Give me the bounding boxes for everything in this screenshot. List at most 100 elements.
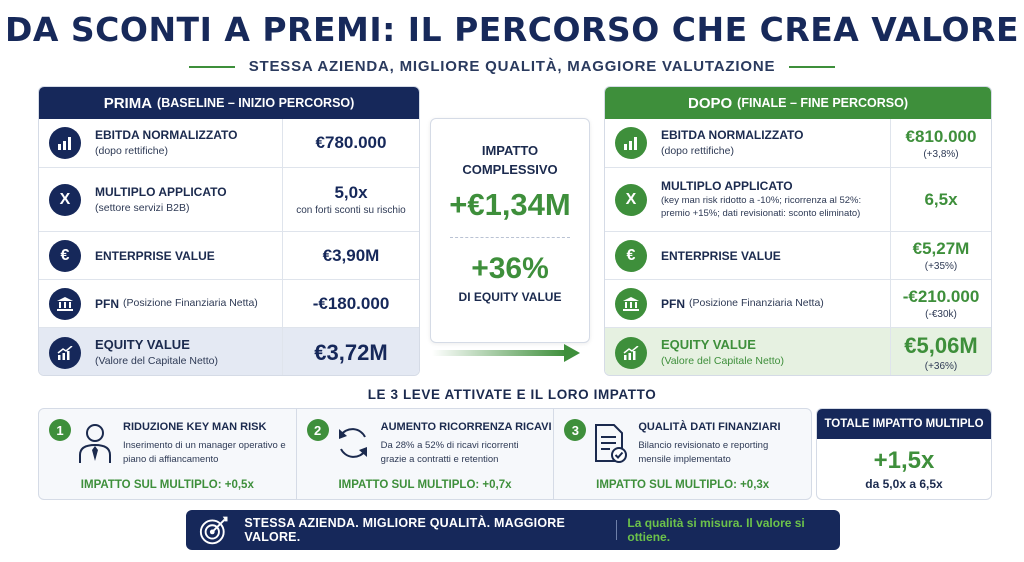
row-value: €3,72M bbox=[314, 339, 388, 365]
row-sublabel: (Valore del Capitale Netto) bbox=[95, 355, 218, 367]
before-panel: PRIMA (BASELINE – INIZIO PERCORSO) EBITD… bbox=[38, 86, 420, 376]
row-value-note: (+3,8%) bbox=[923, 148, 959, 160]
lever-title: QUALITÀ DATI FINANZIARI bbox=[638, 421, 781, 433]
footer-banner: STESSA AZIENDA. MIGLIORE QUALITÀ. MAGGIO… bbox=[186, 510, 840, 550]
impact-title: IMPATTO COMPLESSIVO bbox=[462, 143, 558, 177]
total-impact-value: +1,5x bbox=[873, 447, 935, 474]
euro-icon: € bbox=[615, 239, 647, 272]
row-value-note: (-€30k) bbox=[925, 309, 957, 320]
row-label: PFN bbox=[95, 296, 119, 311]
banner-sub-text: La qualità si misura. Il valore si ottie… bbox=[627, 516, 805, 544]
bank-icon bbox=[615, 287, 647, 320]
subtitle-row: STESSA AZIENDA, MIGLIORE QUALITÀ, MAGGIO… bbox=[0, 58, 1024, 75]
refresh-icon bbox=[338, 428, 367, 458]
lever-card: 3 QUALITÀ DATI FINANZIARI Bilancio revis… bbox=[553, 409, 811, 499]
row-value: 5,0x bbox=[334, 183, 368, 202]
row-sublabel: (Valore del Capitale Netto) bbox=[661, 355, 784, 367]
multiply-icon: X bbox=[615, 183, 647, 216]
banner-divider bbox=[616, 520, 618, 540]
row-sublabel: (dopo rettifiche) bbox=[661, 145, 734, 157]
before-header-sub: (BASELINE – INIZIO PERCORSO) bbox=[157, 96, 355, 110]
lever-description: Bilancio revisionato e reporting mensile… bbox=[638, 440, 769, 465]
before-panel-header: PRIMA (BASELINE – INIZIO PERCORSO) bbox=[39, 87, 419, 119]
row-value: €5,06M bbox=[904, 333, 978, 358]
row-sublabel: (Posizione Finanziaria Netta) bbox=[689, 297, 824, 309]
lever-number: 3 bbox=[564, 419, 587, 441]
row-value-note: con forti sconti su rischio bbox=[296, 205, 406, 216]
after-panel: DOPO (FINALE – FINE PERCORSO) EBITDA NOR… bbox=[604, 86, 992, 376]
after-header-sub: (FINALE – FINE PERCORSO) bbox=[737, 96, 909, 110]
bank-icon bbox=[49, 287, 81, 320]
euro-icon: € bbox=[49, 239, 81, 272]
after-row-equity: EQUITY VALUE (Valore del Capitale Netto)… bbox=[605, 327, 991, 375]
row-value: €3,90M bbox=[322, 245, 380, 265]
after-row-ebitda: EBITDA NORMALIZZATO (dopo rettifiche) €8… bbox=[605, 119, 991, 167]
before-row-ebitda: EBITDA NORMALIZZATO (dopo rettifiche) €7… bbox=[39, 119, 419, 167]
levers-panel: 1 RIDUZIONE KEY MAN RISK Inserimento di … bbox=[38, 408, 812, 500]
after-row-multiple: X MULTIPLO APPLICATO (key man risk ridot… bbox=[605, 167, 991, 231]
row-label: MULTIPLO APPLICATO bbox=[95, 184, 227, 199]
levers-title: LE 3 LEVE ATTIVATE E IL LORO IMPATTO bbox=[367, 387, 657, 402]
impact-value: +€1,34M bbox=[449, 187, 571, 222]
row-sublabel: (key man risk ridotto a -10%; ricorrenza… bbox=[661, 195, 862, 219]
trend-up-icon bbox=[615, 336, 647, 369]
lever-card: 2 AUMENTO RICORRENZA RICAVI Da 28% a 52%… bbox=[295, 409, 554, 499]
lever-impact: IMPATTO SUL MULTIPLO: +0,7x bbox=[338, 479, 512, 491]
impact-percent: +36% bbox=[471, 252, 549, 285]
lever-card: 1 RIDUZIONE KEY MAN RISK Inserimento di … bbox=[39, 409, 296, 499]
row-label: ENTERPRISE VALUE bbox=[95, 248, 215, 263]
lever-description: Inserimento di un manager operativo e pi… bbox=[123, 440, 286, 465]
after-header-main: DOPO bbox=[687, 94, 733, 112]
before-row-pfn: PFN (Posizione Finanziaria Netta) -€180.… bbox=[39, 279, 419, 327]
bar-chart-icon bbox=[615, 127, 647, 159]
row-label: EBITDA NORMALIZZATO bbox=[95, 128, 238, 142]
row-label: EQUITY VALUE bbox=[661, 337, 756, 352]
row-value-note: (+35%) bbox=[924, 261, 958, 272]
before-row-multiple: X MULTIPLO APPLICATO (settore servizi B2… bbox=[39, 167, 419, 231]
row-value-note: (+36%) bbox=[924, 361, 958, 372]
bar-chart-icon bbox=[49, 127, 81, 159]
lever-number: 2 bbox=[306, 419, 329, 441]
row-value: €810.000 bbox=[905, 126, 977, 146]
lever-impact: IMPATTO SUL MULTIPLO: +0,3x bbox=[596, 479, 770, 491]
before-header-main: PRIMA bbox=[103, 94, 153, 112]
row-value: €5,27M bbox=[912, 239, 970, 258]
banner-main-text: STESSA AZIENDA. MIGLIORE QUALITÀ. MAGGIO… bbox=[244, 516, 566, 544]
total-impact-sub: da 5,0x a 6,5x bbox=[865, 477, 943, 491]
total-impact-card: TOTALE IMPATTO MULTIPLO +1,5x da 5,0x a … bbox=[816, 408, 992, 500]
trend-up-icon bbox=[49, 336, 81, 369]
lever-impact: IMPATTO SUL MULTIPLO: +0,5x bbox=[80, 479, 254, 491]
arrow-right-icon bbox=[432, 344, 580, 362]
row-sublabel: (dopo rettifiche) bbox=[95, 145, 168, 157]
lever-title: RIDUZIONE KEY MAN RISK bbox=[123, 421, 267, 433]
lever-description: Da 28% a 52% di ricavi ricorrenti grazie… bbox=[380, 440, 519, 465]
after-panel-header: DOPO (FINALE – FINE PERCORSO) bbox=[605, 87, 991, 119]
before-row-ev: € ENTERPRISE VALUE €3,90M bbox=[39, 231, 419, 279]
lever-number: 1 bbox=[49, 419, 71, 441]
row-label: EBITDA NORMALIZZATO bbox=[661, 128, 804, 142]
total-impact-header: TOTALE IMPATTO MULTIPLO bbox=[817, 409, 991, 439]
row-sublabel: (Posizione Finanziaria Netta) bbox=[123, 297, 258, 309]
impact-percent-label: DI EQUITY VALUE bbox=[458, 290, 562, 304]
lever-title: AUMENTO RICORRENZA RICAVI bbox=[380, 421, 552, 433]
page-subtitle: STESSA AZIENDA, MIGLIORE QUALITÀ, MAGGIO… bbox=[248, 58, 776, 75]
subtitle-line-right bbox=[789, 65, 836, 68]
page-title: DA SCONTI A PREMI: IL PERCORSO CHE CREA … bbox=[4, 10, 1019, 49]
row-value: 6,5x bbox=[924, 189, 958, 209]
target-icon bbox=[199, 516, 228, 545]
row-value: -€210.000 bbox=[902, 287, 980, 306]
row-label: MULTIPLO APPLICATO bbox=[661, 179, 793, 193]
before-row-equity: EQUITY VALUE (Valore del Capitale Netto)… bbox=[39, 327, 419, 375]
row-label: EQUITY VALUE bbox=[95, 337, 190, 352]
after-row-pfn: PFN (Posizione Finanziaria Netta) -€210.… bbox=[605, 279, 991, 327]
impact-divider bbox=[450, 237, 570, 238]
impact-card: IMPATTO COMPLESSIVO +€1,34M +36% DI EQUI… bbox=[430, 118, 590, 343]
after-row-ev: € ENTERPRISE VALUE €5,27M (+35%) bbox=[605, 231, 991, 279]
subtitle-line-left bbox=[188, 65, 235, 68]
document-check-icon bbox=[595, 424, 628, 463]
row-value: €780.000 bbox=[315, 133, 387, 152]
row-label: ENTERPRISE VALUE bbox=[661, 248, 781, 263]
manager-icon bbox=[79, 424, 111, 463]
multiply-icon: X bbox=[49, 183, 81, 216]
row-label: PFN bbox=[661, 296, 685, 311]
